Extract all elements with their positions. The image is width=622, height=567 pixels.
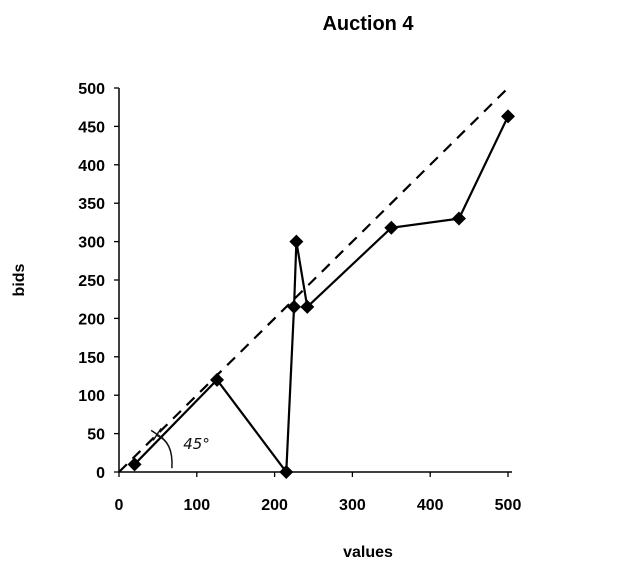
y-tick-label: 250 bbox=[78, 273, 105, 290]
data-point-marker bbox=[287, 299, 302, 314]
x-tick-label: 300 bbox=[339, 497, 366, 514]
y-axis-label: bids bbox=[11, 263, 28, 296]
data-point-marker bbox=[384, 220, 399, 235]
x-tick-label: 0 bbox=[115, 497, 124, 514]
data-point-marker bbox=[501, 109, 515, 124]
ticks: 0 50 100 150 200 250 300 350 400 450 500 0 100 200 300… bbox=[78, 81, 521, 514]
x-tick-label: 100 bbox=[183, 497, 210, 514]
y-tick-label: 400 bbox=[78, 158, 105, 175]
y-tick-label: 500 bbox=[78, 81, 105, 98]
data-point-marker bbox=[451, 211, 466, 226]
data-point-marker bbox=[127, 457, 142, 472]
y-tick-label: 200 bbox=[78, 311, 105, 328]
y-tick-label: 450 bbox=[78, 119, 105, 136]
x-tick-label: 200 bbox=[261, 497, 288, 514]
data-point-marker bbox=[289, 234, 304, 249]
annotations: 45° bbox=[150, 427, 210, 469]
x-axis-label: values bbox=[343, 544, 393, 561]
chart-title: Auction 4 bbox=[322, 13, 414, 35]
y-tick-label: 300 bbox=[78, 235, 105, 252]
y-tick-label: 50 bbox=[87, 427, 105, 444]
data-point-marker bbox=[210, 372, 225, 387]
y-tick-label: 150 bbox=[78, 350, 105, 367]
y-tick-label: 0 bbox=[96, 465, 105, 482]
series-markers bbox=[127, 109, 515, 479]
angle-label: 45° bbox=[183, 435, 210, 453]
series-lines bbox=[118, 87, 509, 476]
bid-line bbox=[133, 115, 509, 476]
y-tick-label: 100 bbox=[78, 388, 105, 405]
x-tick-label: 400 bbox=[417, 497, 444, 514]
dashed-45-line bbox=[118, 87, 509, 473]
data-point-marker bbox=[279, 465, 294, 479]
x-tick-label: 500 bbox=[495, 497, 522, 514]
angle-tick-mark bbox=[150, 427, 164, 441]
data-point-marker bbox=[300, 299, 315, 314]
y-tick-label: 350 bbox=[78, 196, 105, 213]
